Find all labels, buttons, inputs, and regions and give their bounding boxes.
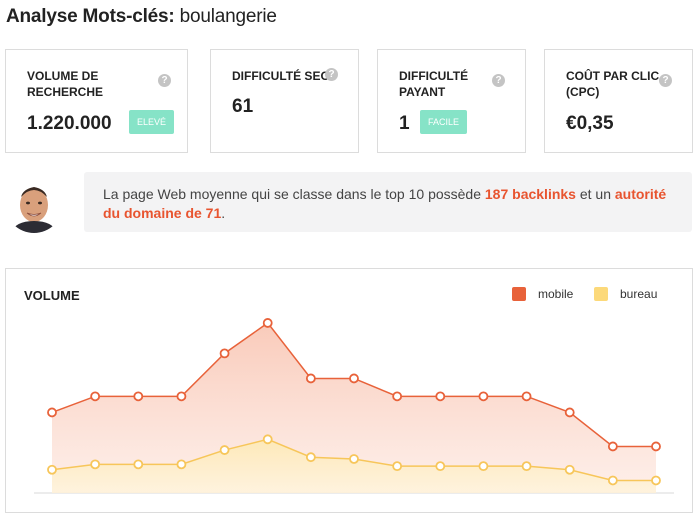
metric-value: 1	[399, 113, 410, 134]
data-point-mobile-6[interactable]	[262, 318, 273, 328]
insight-text-part: La page Web moyenne qui se classe dans l…	[103, 186, 485, 202]
question-mark-circle-icon[interactable]: ?	[325, 68, 338, 81]
metric-card-paid-difficulty: DIFFICULTÉ PAYANT ? 1 FACILE	[377, 49, 526, 153]
data-point-mobile-5[interactable]	[219, 348, 230, 359]
data-point-mobile-4[interactable]	[176, 391, 187, 402]
metric-value: 1.220.000	[27, 113, 112, 134]
data-point-bureau-5[interactable]	[219, 445, 230, 455]
insight-text-part: .	[221, 205, 226, 221]
data-point-bureau-6[interactable]	[262, 434, 273, 445]
chart-title: VOLUME	[24, 288, 80, 303]
metric-card-cpc: COÛT PAR CLIC (CPC) ? €0,35	[544, 49, 693, 153]
metric-label-line1: COÛT PAR CLIC	[566, 69, 660, 83]
volume-chart-card: VOLUME mobile bureau	[5, 268, 693, 513]
data-point-mobile-14[interactable]	[607, 441, 618, 452]
data-point-mobile-9[interactable]	[392, 391, 403, 402]
metric-label-line2: RECHERCHE	[27, 85, 104, 99]
metric-label-line1: DIFFICULTÉ	[399, 69, 469, 83]
data-point-bureau-7[interactable]	[305, 452, 316, 463]
legend-item-bureau[interactable]: bureau	[594, 287, 657, 301]
metric-card-search-volume: VOLUME DE RECHERCHE ? 1.220.000 ELEVÉ	[5, 49, 188, 153]
metric-card-seo-difficulty: DIFFICULTÉ SEO ? 61	[210, 49, 359, 153]
question-mark-circle-icon[interactable]: ?	[659, 74, 672, 87]
data-point-mobile-1[interactable]	[47, 407, 57, 418]
data-point-bureau-13[interactable]	[564, 464, 575, 475]
data-point-mobile-13[interactable]	[564, 407, 575, 418]
legend-swatch-bureau	[594, 287, 608, 301]
data-point-bureau-2[interactable]	[90, 459, 101, 470]
legend-swatch-mobile	[512, 287, 526, 301]
data-point-bureau-4[interactable]	[176, 459, 187, 470]
metric-value: 61	[232, 96, 254, 117]
data-point-mobile-10[interactable]	[435, 391, 446, 402]
metric-label: DIFFICULTÉ SEO	[232, 68, 330, 84]
avatar	[5, 175, 63, 233]
data-point-bureau-9[interactable]	[392, 461, 403, 472]
legend-label-mobile: mobile	[538, 287, 574, 301]
keyword-text: boulangerie	[179, 6, 277, 27]
data-point-bureau-10[interactable]	[435, 461, 446, 472]
series-area-bureau	[52, 439, 656, 493]
question-mark-circle-icon[interactable]: ?	[158, 74, 171, 87]
domain-authority-highlight: autorité du domaine de 71	[103, 186, 667, 221]
status-badge: ELEVÉ	[129, 110, 175, 134]
metric-value: €0,35	[566, 113, 614, 134]
data-point-mobile-8[interactable]	[349, 373, 359, 384]
data-point-mobile-7[interactable]	[305, 373, 316, 384]
data-point-bureau-8[interactable]	[349, 454, 359, 464]
data-point-mobile-2[interactable]	[90, 391, 101, 402]
data-point-bureau-12[interactable]	[521, 461, 532, 472]
data-point-bureau-15[interactable]	[651, 475, 661, 486]
insight-text-part: et un	[575, 186, 615, 202]
backlinks-highlight: 187 backlinks	[484, 186, 576, 202]
page-title-label: Analyse Mots-clés:	[6, 6, 175, 27]
legend-item-mobile[interactable]: mobile	[512, 287, 573, 301]
insight-banner: La page Web moyenne qui se classe dans l…	[84, 172, 692, 232]
data-point-bureau-1[interactable]	[47, 464, 57, 475]
metric-label-line1: DIFFICULTÉ SEO	[232, 69, 330, 83]
metric-label-line2: PAYANT	[399, 85, 446, 99]
series-area-mobile	[52, 322, 656, 493]
metric-label: VOLUME DE RECHERCHE	[27, 68, 103, 100]
metric-label-line1: VOLUME DE	[27, 69, 99, 83]
data-point-mobile-11[interactable]	[478, 391, 489, 402]
data-point-mobile-15[interactable]	[651, 441, 661, 452]
data-point-bureau-3[interactable]	[133, 459, 144, 470]
data-point-bureau-11[interactable]	[478, 461, 489, 472]
metric-label-line2: (CPC)	[566, 85, 600, 99]
data-point-mobile-3[interactable]	[133, 391, 144, 402]
metric-label: COÛT PAR CLIC (CPC)	[566, 68, 659, 100]
status-badge: FACILE	[420, 110, 468, 134]
metric-label: DIFFICULTÉ PAYANT	[399, 68, 468, 100]
question-mark-circle-icon[interactable]: ?	[492, 74, 505, 87]
data-point-bureau-14[interactable]	[607, 475, 618, 486]
data-point-mobile-12[interactable]	[521, 391, 532, 402]
page-title: Analyse Mots-clés: boulangerie	[6, 6, 277, 28]
legend-label-bureau: bureau	[620, 287, 658, 301]
insight-text: La page Web moyenne qui se classe dans l…	[103, 185, 683, 223]
volume-chart	[34, 318, 674, 494]
person-portrait-icon	[5, 175, 63, 233]
